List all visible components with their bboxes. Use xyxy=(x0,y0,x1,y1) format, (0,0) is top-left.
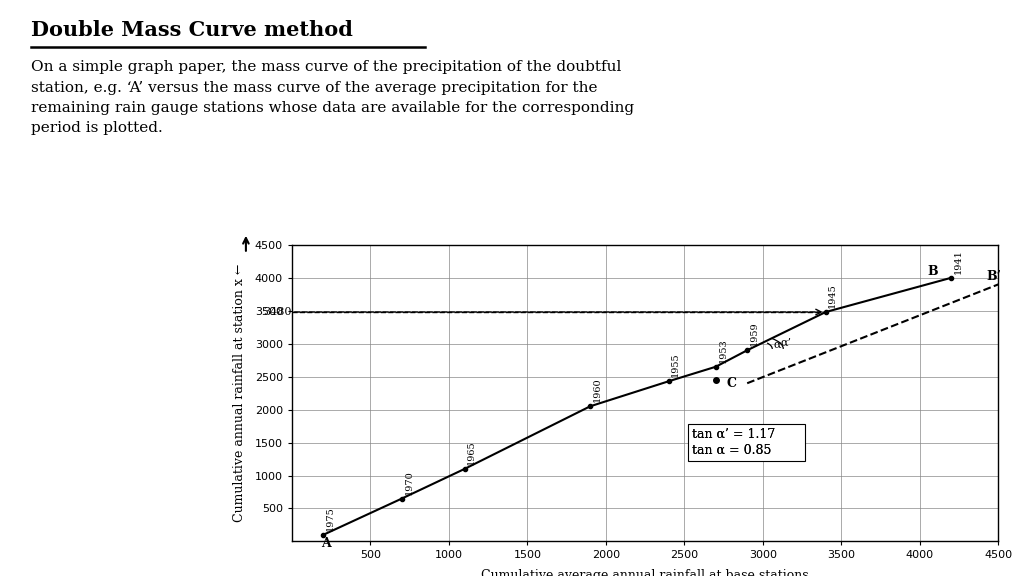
Text: 1970: 1970 xyxy=(404,470,414,495)
Text: tan α = 0.85: tan α = 0.85 xyxy=(692,444,772,457)
Text: Double Mass Curve method: Double Mass Curve method xyxy=(31,20,352,40)
Text: tan α = 0.85: tan α = 0.85 xyxy=(692,444,772,457)
X-axis label: Cumulative average annual rainfall at base stations: Cumulative average annual rainfall at ba… xyxy=(481,569,809,576)
Text: 1965: 1965 xyxy=(467,440,476,465)
Text: A: A xyxy=(322,537,331,550)
Text: 1941: 1941 xyxy=(954,249,963,274)
Text: 1975: 1975 xyxy=(326,506,335,531)
Text: 1959: 1959 xyxy=(750,321,759,346)
Y-axis label: Cumulative annual rainfall at station x ←: Cumulative annual rainfall at station x … xyxy=(233,264,247,522)
Text: α: α xyxy=(773,340,780,350)
Text: 1945: 1945 xyxy=(828,283,838,308)
Text: α’: α’ xyxy=(781,338,792,347)
Text: 1953: 1953 xyxy=(719,338,727,363)
Text: C: C xyxy=(726,377,736,391)
FancyBboxPatch shape xyxy=(687,424,805,461)
Text: 1955: 1955 xyxy=(672,353,680,377)
Text: B: B xyxy=(927,264,938,278)
Text: 1960: 1960 xyxy=(593,378,602,403)
Text: tan α’ = 1.17: tan α’ = 1.17 xyxy=(692,428,775,441)
Text: 3480: 3480 xyxy=(263,307,292,317)
Text: B’: B’ xyxy=(986,270,1001,283)
Text: tan α’ = 1.17: tan α’ = 1.17 xyxy=(692,428,775,441)
Text: On a simple graph paper, the mass curve of the precipitation of the doubtful
sta: On a simple graph paper, the mass curve … xyxy=(31,60,634,135)
